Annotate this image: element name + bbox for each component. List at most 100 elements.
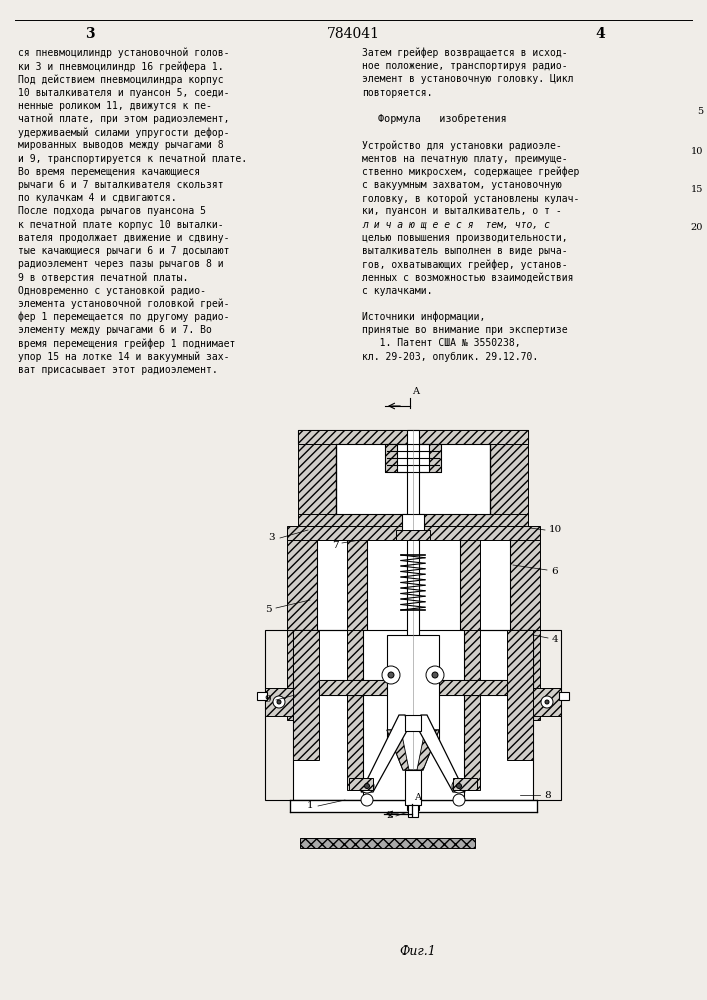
Bar xyxy=(490,430,528,530)
Bar xyxy=(464,630,480,790)
Text: 20: 20 xyxy=(691,224,703,232)
Text: 9: 9 xyxy=(264,696,271,704)
Text: ментов на печатную плату, преимуще-: ментов на печатную плату, преимуще- xyxy=(362,154,568,164)
Bar xyxy=(298,430,528,444)
Text: ненные роликом 11, движутся к пе-: ненные роликом 11, движутся к пе- xyxy=(18,101,212,111)
Text: радиоэлемент через пазы рычагов 8 и: радиоэлемент через пазы рычагов 8 и xyxy=(18,259,223,269)
Text: 10: 10 xyxy=(691,146,703,155)
Bar xyxy=(317,528,510,720)
Bar xyxy=(363,630,464,800)
Text: л и ч а ю щ е е с я  тем, что, с: л и ч а ю щ е е с я тем, что, с xyxy=(362,220,550,230)
Circle shape xyxy=(277,700,281,704)
Polygon shape xyxy=(361,715,409,792)
Text: повторяется.: повторяется. xyxy=(362,88,433,98)
Circle shape xyxy=(452,779,466,793)
Text: Устройство для установки радиоэле-: Устройство для установки радиоэле- xyxy=(362,140,562,151)
Text: 4: 4 xyxy=(595,27,605,41)
Bar xyxy=(405,715,421,731)
Polygon shape xyxy=(417,730,439,770)
Bar xyxy=(460,528,480,720)
Text: Затем грейфер возвращается в исход-: Затем грейфер возвращается в исход- xyxy=(362,48,568,58)
Text: с кулачками.: с кулачками. xyxy=(362,286,433,296)
Bar xyxy=(293,630,319,760)
Text: ся пневмоцилиндр установочной голов-: ся пневмоцилиндр установочной голов- xyxy=(18,48,230,58)
Bar xyxy=(405,770,421,805)
Text: 2: 2 xyxy=(387,812,393,820)
Text: Во время перемещения качающиеся: Во время перемещения качающиеся xyxy=(18,167,200,177)
Text: Одновременно с установкой радио-: Одновременно с установкой радио- xyxy=(18,286,206,296)
Circle shape xyxy=(453,794,465,806)
Text: принятые во внимание при экспертизе: принятые во внимание при экспертизе xyxy=(362,325,568,335)
Text: ное положение, транспортируя радио-: ное положение, транспортируя радио- xyxy=(362,61,568,71)
Text: 15: 15 xyxy=(691,186,703,194)
Text: целью повышения производительности,: целью повышения производительности, xyxy=(362,233,568,243)
Bar xyxy=(559,692,569,700)
Bar xyxy=(533,688,561,716)
Bar xyxy=(397,444,429,472)
Text: Под действием пневмоцилиндра корпус: Под действием пневмоцилиндра корпус xyxy=(18,74,223,85)
Circle shape xyxy=(432,672,438,678)
Text: 8: 8 xyxy=(544,790,551,800)
Circle shape xyxy=(388,672,394,678)
Circle shape xyxy=(365,784,370,788)
Bar xyxy=(298,430,528,444)
Bar xyxy=(298,430,528,444)
Bar xyxy=(265,688,293,716)
Bar xyxy=(293,630,533,800)
Text: После подхода рычагов пуансона 5: После подхода рычагов пуансона 5 xyxy=(18,206,206,216)
Bar xyxy=(298,514,528,530)
Bar xyxy=(510,528,540,720)
Text: 9 в отверстия печатной платы.: 9 в отверстия печатной платы. xyxy=(18,272,188,283)
Text: 1: 1 xyxy=(307,802,313,810)
Text: чатной плате, при этом радиоэлемент,: чатной плате, при этом радиоэлемент, xyxy=(18,114,230,124)
Text: ственно микросхем, содержащее грейфер: ственно микросхем, содержащее грейфер xyxy=(362,167,579,177)
Text: элементу между рычагами 6 и 7. Во: элементу между рычагами 6 и 7. Во xyxy=(18,325,212,335)
Text: 7: 7 xyxy=(332,540,339,550)
Circle shape xyxy=(382,666,400,684)
Polygon shape xyxy=(417,715,465,792)
Circle shape xyxy=(273,696,285,708)
Text: кл. 29-203, опублик. 29.12.70.: кл. 29-203, опублик. 29.12.70. xyxy=(362,352,538,362)
Text: Источники информации,: Источники информации, xyxy=(362,312,486,322)
Bar xyxy=(319,680,507,695)
Bar xyxy=(507,630,533,760)
Text: фер 1 перемещается по другому радио-: фер 1 перемещается по другому радио- xyxy=(18,312,230,322)
Polygon shape xyxy=(387,730,439,770)
Circle shape xyxy=(361,794,373,806)
Bar xyxy=(429,444,441,472)
Bar xyxy=(336,444,490,514)
Text: тые качающиеся рычаги 6 и 7 досылают: тые качающиеся рычаги 6 и 7 досылают xyxy=(18,246,230,256)
Bar xyxy=(287,528,317,720)
Bar xyxy=(396,530,430,540)
Bar xyxy=(453,778,477,790)
Polygon shape xyxy=(387,730,409,770)
Text: время перемещения грейфер 1 поднимает: время перемещения грейфер 1 поднимает xyxy=(18,338,235,349)
Text: Фиг.1: Фиг.1 xyxy=(399,945,436,958)
Circle shape xyxy=(541,696,553,708)
Bar xyxy=(298,430,336,530)
Circle shape xyxy=(545,700,549,704)
Bar xyxy=(287,526,540,540)
Bar xyxy=(387,635,439,750)
Circle shape xyxy=(426,666,444,684)
Bar xyxy=(407,430,419,810)
Text: элемента установочной головкой грей-: элемента установочной головкой грей- xyxy=(18,299,230,309)
Text: гов, охватывающих грейфер, установ-: гов, охватывающих грейфер, установ- xyxy=(362,259,568,270)
Bar xyxy=(347,528,367,720)
Bar xyxy=(265,630,561,800)
Bar xyxy=(319,680,507,695)
Text: рычаги 6 и 7 выталкивателя скользят: рычаги 6 и 7 выталкивателя скользят xyxy=(18,180,223,190)
Text: A: A xyxy=(414,793,421,802)
Text: с вакуумным захватом, установочную: с вакуумным захватом, установочную xyxy=(362,180,562,190)
Text: элемент в установочную головку. Цикл: элемент в установочную головку. Цикл xyxy=(362,74,573,84)
Text: 1. Патент США № 3550238,: 1. Патент США № 3550238, xyxy=(362,338,520,348)
Bar xyxy=(347,630,363,790)
Text: A: A xyxy=(412,387,419,396)
Text: упор 15 на лотке 14 и вакуумный зах-: упор 15 на лотке 14 и вакуумный зах- xyxy=(18,352,230,362)
Text: вателя продолжает движение и сдвину-: вателя продолжает движение и сдвину- xyxy=(18,233,230,243)
Bar xyxy=(367,528,460,720)
Circle shape xyxy=(360,779,374,793)
Bar xyxy=(408,805,418,817)
Bar xyxy=(349,778,373,790)
Text: Формула   изобретения: Формула изобретения xyxy=(378,114,506,124)
